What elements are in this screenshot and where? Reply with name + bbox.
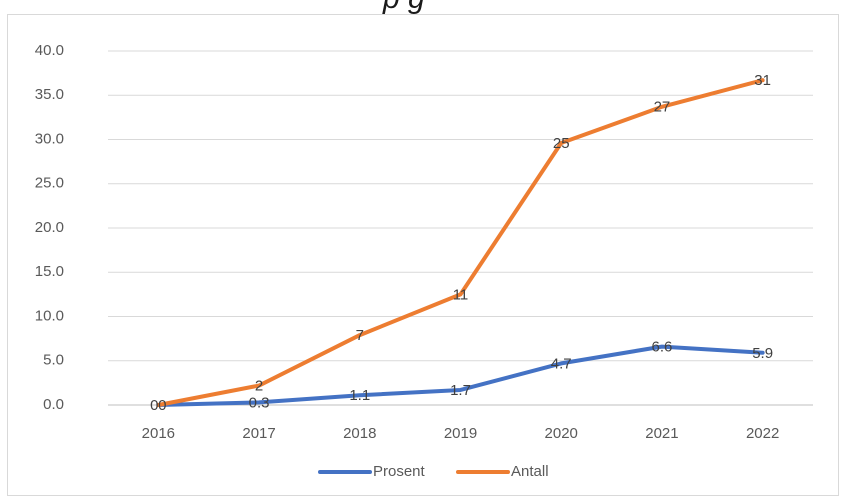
y-tick-label: 35.0 (35, 86, 64, 103)
x-tick-label: 2022 (746, 425, 779, 442)
legend: Prosent Antall (318, 463, 549, 480)
data-label-prosent: 5.9 (752, 345, 773, 362)
data-label-antall: 25 (553, 135, 570, 152)
x-tick-label: 2018 (343, 425, 376, 442)
series-line-prosent (156, 344, 765, 407)
y-tick-label: 15.0 (35, 263, 64, 280)
gridlines (108, 50, 813, 406)
data-label-antall: 7 (356, 327, 364, 344)
data-label-antall: 2 (255, 377, 263, 394)
series-line-antall (156, 78, 765, 407)
x-tick-label: 2019 (444, 425, 477, 442)
data-label-antall: 27 (654, 99, 671, 116)
y-tick-label: 30.0 (35, 130, 64, 147)
x-tick-label: 2021 (645, 425, 678, 442)
data-label-antall: 0 (158, 397, 166, 414)
data-label-prosent: 1.7 (450, 382, 471, 399)
data-label-prosent: 1.1 (349, 387, 370, 404)
y-tick-label: 10.0 (35, 307, 64, 324)
data-label-antall: 11 (453, 286, 469, 303)
legend-label-antall: Antall (511, 463, 549, 480)
data-label-prosent: 0 (150, 397, 158, 414)
x-tick-label: 2017 (242, 425, 275, 442)
y-tick-label: 20.0 (35, 219, 64, 236)
data-label-prosent: 6.6 (651, 339, 672, 356)
y-tick-label: 0.0 (43, 396, 64, 413)
legend-label-prosent: Prosent (373, 463, 426, 480)
chart-frame (7, 14, 839, 496)
data-label-antall: 31 (754, 72, 771, 89)
y-tick-label: 25.0 (35, 175, 64, 192)
chart-title-fragment: p g (383, 0, 425, 16)
x-tick-label: 2020 (545, 425, 578, 442)
x-tick-label: 2016 (142, 425, 175, 442)
y-tick-label: 5.0 (43, 352, 64, 369)
data-label-prosent: 0.3 (249, 394, 270, 411)
y-axis-ticks: 0.0 5.0 10.0 15.0 20.0 25.0 30.0 35.0 40.0 (35, 42, 64, 413)
series-lines (156, 78, 765, 407)
y-tick-label: 40.0 (35, 42, 64, 59)
data-label-prosent: 4.7 (551, 355, 572, 372)
x-axis-ticks: 2016 2017 2018 2019 2020 2021 2022 (142, 425, 780, 442)
